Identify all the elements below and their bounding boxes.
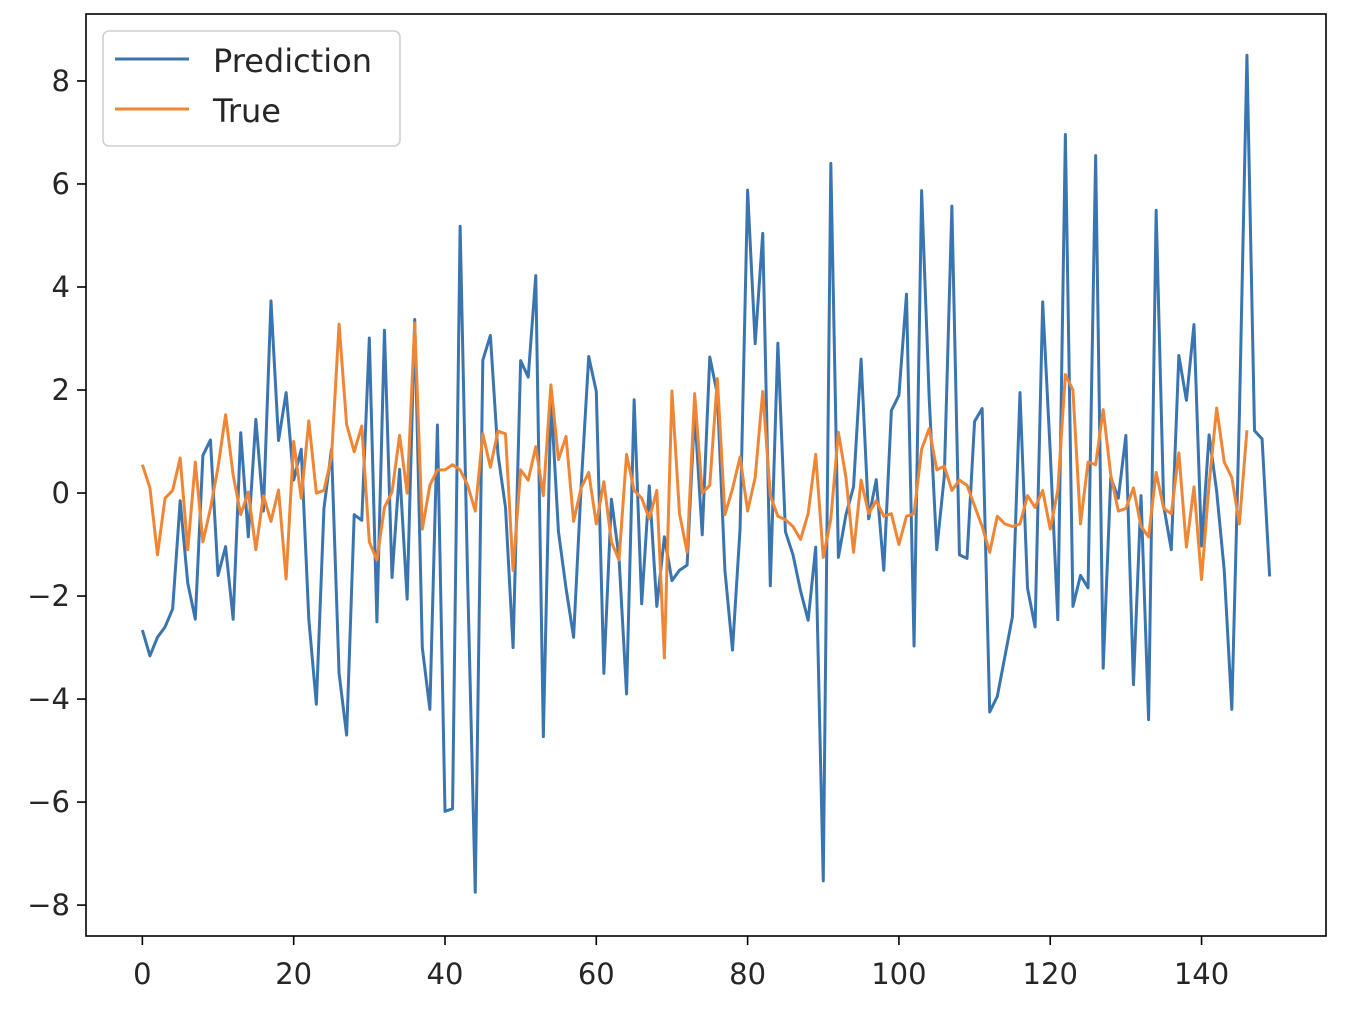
x-tick-label: 0 bbox=[133, 957, 151, 991]
y-tick-label: 6 bbox=[52, 167, 70, 201]
x-tick-label: 40 bbox=[427, 957, 464, 991]
x-tick-label: 140 bbox=[1174, 957, 1229, 991]
y-tick-label: −4 bbox=[27, 682, 70, 716]
y-tick-label: −6 bbox=[27, 785, 70, 819]
y-tick-label: −8 bbox=[27, 888, 70, 922]
y-tick-label: 0 bbox=[52, 476, 70, 510]
y-tick-label: 8 bbox=[52, 64, 70, 98]
y-tick-label: −2 bbox=[27, 579, 70, 613]
x-tick-label: 80 bbox=[729, 957, 766, 991]
y-tick-label: 2 bbox=[52, 373, 70, 407]
x-tick-label: 60 bbox=[578, 957, 615, 991]
y-axis: −8 −6 −4 −2 0 2 4 6 8 bbox=[27, 64, 86, 922]
y-tick-label: 4 bbox=[52, 270, 70, 304]
x-axis: 0 20 40 60 80 100 120 140 bbox=[133, 936, 1229, 991]
legend-label-true: True bbox=[212, 92, 281, 130]
x-tick-label: 100 bbox=[871, 957, 926, 991]
series-line-true bbox=[140, 321, 1249, 660]
legend-label-prediction: Prediction bbox=[213, 42, 372, 80]
legend: Prediction True bbox=[102, 30, 401, 147]
x-tick-label: 20 bbox=[275, 957, 312, 991]
series-lines bbox=[140, 53, 1272, 894]
plot-frame bbox=[85, 13, 1327, 937]
x-tick-label: 120 bbox=[1023, 957, 1078, 991]
